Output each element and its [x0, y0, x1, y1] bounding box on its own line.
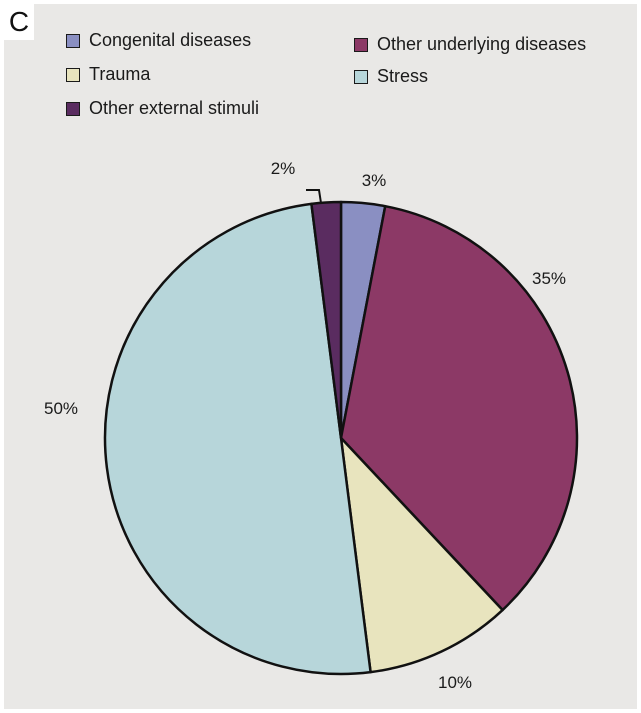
legend-swatch [354, 37, 368, 52]
pie-chart: 3% 35% 10% 50% 2% [44, 159, 579, 692]
leader-line [306, 189, 322, 204]
pie-slice-other-external-stimuli [310, 200, 343, 440]
legend-item-stress: Stress [354, 66, 428, 87]
legend-label: Other underlying diseases [377, 34, 587, 54]
legend-swatch [66, 33, 80, 48]
legend-swatch [66, 101, 80, 116]
legend-item-congenital-diseases: Congenital diseases [66, 30, 251, 51]
data-label-trauma: 10% [438, 673, 472, 692]
legend-swatch [354, 69, 368, 84]
legend-item-trauma: Trauma [66, 64, 150, 85]
legend-label: Congenital diseases [89, 30, 252, 50]
data-label-congenital-diseases: 3% [362, 171, 387, 190]
legend-item-other-underlying-diseases: Other underlying diseases [354, 34, 586, 55]
legend-label: Stress [377, 66, 429, 86]
pie-slice-stress [103, 202, 372, 676]
legend-label: Other external stimuli [89, 98, 260, 118]
pie-slice-trauma [339, 436, 504, 674]
data-label-stress: 50% [44, 399, 78, 418]
chart-panel: C Congenital diseases Other underlying d… [4, 4, 637, 709]
legend-item-other-external-stimuli: Other external stimuli [66, 98, 259, 119]
legend-label: Trauma [89, 64, 151, 84]
data-label-other-external-stimuli: 2% [271, 159, 296, 178]
pie-slice-other-underlying-diseases [339, 204, 579, 612]
data-label-other-underlying-diseases: 35% [532, 269, 566, 288]
panel-label: C [4, 4, 34, 40]
legend-swatch [66, 67, 80, 82]
